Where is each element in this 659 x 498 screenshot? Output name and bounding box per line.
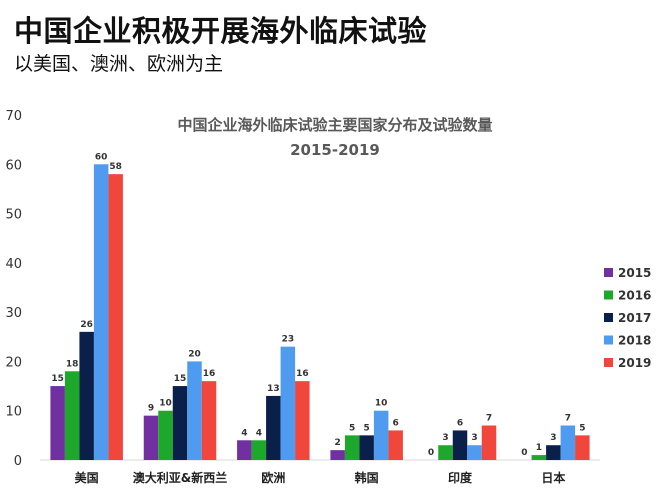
- data-label: 3: [471, 433, 477, 443]
- chart-title: 中国企业海外临床试验主要国家分布及试验数量: [177, 116, 492, 134]
- legend-label: 2017: [618, 311, 651, 325]
- bar-2019-2: [295, 381, 310, 460]
- x-axis: 美国 澳大利亚&新西兰 欧洲 韩国 印度 日本: [75, 470, 566, 485]
- bar-2018-3: [373, 410, 389, 460]
- data-label: 26: [80, 320, 93, 330]
- x-tick-label: 澳大利亚&新西兰: [133, 470, 227, 485]
- y-tick-label: 0: [14, 454, 22, 469]
- data-label: 3: [550, 433, 556, 443]
- data-label: 15: [51, 374, 64, 384]
- data-label: 4: [241, 428, 247, 438]
- data-label: 6: [393, 418, 399, 428]
- legend-swatch-2019: [604, 358, 613, 367]
- bar-2016-4: [438, 445, 453, 460]
- data-label: 5: [349, 423, 355, 433]
- x-tick-label: 欧洲: [261, 470, 285, 485]
- data-label: 4: [256, 428, 262, 438]
- x-tick-label: 日本: [541, 470, 565, 485]
- y-tick-label: 40: [5, 257, 22, 272]
- data-label: 10: [159, 399, 172, 409]
- legend-label: 2015: [618, 266, 651, 280]
- bar-2015-2: [237, 440, 252, 460]
- bar-2015-0: [50, 386, 65, 460]
- bar-2018-0: [93, 164, 109, 461]
- legend-label: 2019: [618, 356, 651, 370]
- legend-swatch-2015: [604, 268, 613, 277]
- legend-label: 2016: [618, 289, 651, 303]
- y-tick-label: 50: [5, 208, 22, 223]
- bar-2015-1: [143, 415, 159, 460]
- bar-2019-1: [201, 381, 217, 460]
- data-label: 16: [203, 369, 216, 379]
- y-tick-label: 10: [5, 405, 22, 420]
- data-label: 7: [565, 414, 571, 424]
- chart-subtitle: 2015-2019: [290, 141, 380, 159]
- legend: 2015 2016 2017 2018 2019: [604, 266, 651, 370]
- legend-swatch-2017: [604, 313, 613, 322]
- data-label: 18: [66, 359, 79, 369]
- bar-2015-3: [330, 450, 345, 460]
- bar-2017-5: [546, 445, 561, 460]
- data-label: 23: [282, 335, 295, 345]
- bar-2017-3: [359, 435, 374, 460]
- legend-swatch-2018: [604, 335, 613, 345]
- bar-2019-4: [481, 425, 497, 460]
- bar-2016-0: [64, 371, 80, 460]
- bar-2016-5: [531, 455, 547, 460]
- x-tick-label: 印度: [448, 470, 473, 485]
- bar-2019-0: [108, 174, 123, 460]
- x-tick-label: 韩国: [355, 470, 379, 485]
- bar-2019-5: [575, 435, 590, 460]
- bar-2016-2: [251, 440, 267, 460]
- data-label: 16: [296, 369, 309, 379]
- data-label: 9: [148, 404, 154, 414]
- data-label: 7: [486, 414, 492, 424]
- data-label: 6: [457, 418, 463, 428]
- bar-2016-1: [158, 410, 173, 460]
- data-label: 0: [428, 448, 434, 458]
- page-headline: 中国企业积极开展海外临床试验: [14, 14, 428, 48]
- bar-2016-3: [344, 435, 360, 460]
- bar-2017-4: [452, 430, 468, 460]
- legend-label: 2018: [618, 334, 651, 348]
- bar-2018-2: [280, 346, 296, 460]
- data-label: 5: [579, 423, 585, 433]
- y-tick-label: 60: [5, 158, 22, 173]
- data-label: 1: [536, 443, 542, 453]
- data-label: 2: [335, 438, 341, 448]
- bar-2017-1: [172, 386, 188, 460]
- data-label: 5: [364, 423, 370, 433]
- y-tick-label: 20: [5, 355, 22, 370]
- bar-2018-1: [187, 361, 202, 460]
- data-label: 15: [174, 374, 187, 384]
- data-label: 60: [95, 152, 108, 162]
- data-label: 10: [375, 399, 388, 409]
- y-tick-label: 70: [5, 109, 22, 124]
- legend-swatch-2016: [604, 290, 613, 300]
- data-label: 3: [442, 433, 448, 443]
- bar-2019-3: [388, 430, 403, 460]
- data-label: 58: [109, 162, 122, 172]
- x-tick-label: 美国: [75, 470, 99, 485]
- bar-2018-4: [467, 445, 482, 460]
- bar-2018-5: [560, 425, 576, 460]
- y-tick-label: 30: [5, 306, 22, 321]
- bar-2017-0: [79, 331, 94, 460]
- data-label: 20: [188, 349, 201, 359]
- bar-2017-2: [266, 395, 281, 460]
- data-label: 0: [521, 448, 527, 458]
- page-subheadline: 以美国、澳洲、欧洲为主: [14, 53, 224, 75]
- data-label: 13: [267, 384, 280, 394]
